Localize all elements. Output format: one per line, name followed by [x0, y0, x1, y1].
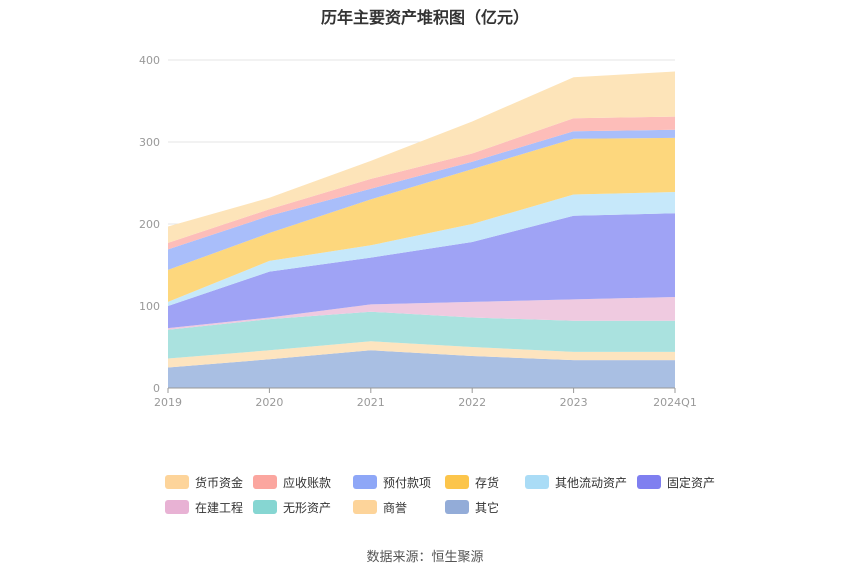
area-series-无形资产[interactable] [168, 311, 675, 359]
y-tick-label: 100 [139, 300, 160, 313]
x-tick-label: 2020 [255, 396, 283, 409]
area-series-应收账款[interactable] [168, 116, 675, 250]
legend-swatch [525, 475, 549, 489]
legend-swatch [253, 500, 277, 514]
legend-swatch [353, 500, 377, 514]
legend-swatch [445, 500, 469, 514]
area-series-存货[interactable] [168, 137, 675, 302]
legend-label: 在建工程 [195, 500, 244, 515]
legend-label: 预付款项 [383, 475, 432, 490]
area-series-货币资金[interactable] [168, 71, 675, 243]
legend-item[interactable]: 无形资产 [253, 499, 331, 515]
legend-label: 商誉 [383, 500, 408, 515]
legend-label: 其它 [475, 500, 500, 515]
y-tick-label: 0 [153, 382, 160, 395]
legend-label: 固定资产 [667, 475, 716, 490]
legend-swatch [445, 475, 469, 489]
legend-item[interactable]: 其它 [445, 499, 499, 515]
legend-item[interactable]: 预付款项 [353, 474, 431, 490]
legend-swatch [253, 475, 277, 489]
legend-item[interactable]: 固定资产 [637, 474, 715, 490]
legend-item[interactable]: 应收账款 [253, 474, 331, 490]
legend-swatch [637, 475, 661, 489]
legend-label: 其他流动资产 [555, 475, 628, 490]
x-tick-label: 2024Q1 [653, 396, 697, 409]
chart-title: 历年主要资产堆积图（亿元） [320, 8, 529, 27]
area-series [168, 71, 675, 388]
y-tick-label: 400 [139, 54, 160, 67]
area-series-在建工程[interactable] [168, 297, 675, 330]
x-tick-label: 2021 [357, 396, 385, 409]
legend-swatch [165, 500, 189, 514]
legend-item[interactable]: 货币资金 [165, 474, 243, 490]
legend-swatch [353, 475, 377, 489]
area-series-商誉[interactable] [168, 341, 675, 368]
source-note: 数据来源：恒生聚源 [366, 550, 484, 565]
legend-label: 无形资产 [283, 500, 332, 515]
x-tick-label: 2022 [458, 396, 486, 409]
legend-swatch [165, 475, 189, 489]
stacked-area-chart: 0 100 200 300 400 2019 2020 2021 2022 2023 2024Q1 [139, 54, 697, 409]
legend-label: 存货 [475, 475, 500, 490]
x-tick-label: 2023 [560, 396, 588, 409]
legend-label: 货币资金 [195, 475, 244, 490]
legend-item[interactable]: 在建工程 [165, 499, 243, 515]
y-tick-label: 200 [139, 218, 160, 231]
x-tick-label: 2019 [154, 396, 182, 409]
area-series-固定资产[interactable] [168, 213, 675, 329]
area-series-其它[interactable] [168, 350, 675, 388]
legend-label: 应收账款 [283, 475, 332, 490]
y-tick-label: 300 [139, 136, 160, 149]
legend-item[interactable]: 商誉 [353, 499, 407, 515]
axes: 0 100 200 300 400 2019 2020 2021 2022 2023 2024Q1 [139, 54, 697, 409]
area-series-其他流动资产[interactable] [168, 192, 675, 306]
legend-item[interactable]: 其他流动资产 [525, 474, 627, 490]
legend-item[interactable]: 存货 [445, 474, 499, 490]
